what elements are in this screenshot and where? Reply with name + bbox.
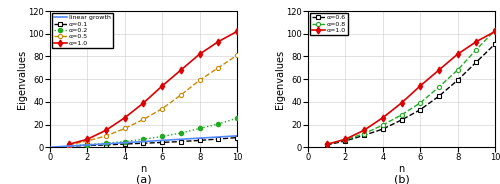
α=0.6 <box>417 109 423 111</box>
α=0.1 <box>196 139 202 141</box>
linear growth <box>178 138 184 140</box>
α=1.0 <box>140 102 146 104</box>
α=0.8 <box>398 114 404 116</box>
α=0.2 <box>159 135 165 137</box>
α=0.6 <box>474 61 480 63</box>
linear growth <box>122 141 128 144</box>
X-axis label: n: n <box>398 164 404 174</box>
α=0.1 <box>234 137 240 139</box>
α=0.2 <box>103 142 109 144</box>
α=1.0 <box>159 85 165 87</box>
linear growth <box>84 144 90 146</box>
α=1.0 <box>436 69 442 71</box>
α=0.1 <box>159 141 165 144</box>
α=1.0 <box>324 143 330 146</box>
X-axis label: n: n <box>140 164 146 174</box>
α=0.2 <box>122 140 128 143</box>
α=0.5 <box>196 79 202 81</box>
α=0.6 <box>324 144 330 146</box>
α=0.2 <box>178 132 184 134</box>
α=1.0 <box>234 30 240 33</box>
α=1.0 <box>103 129 109 131</box>
α=1.0 <box>492 30 498 33</box>
α=1.0 <box>474 41 480 43</box>
α=0.1 <box>122 143 128 145</box>
α=0.1 <box>216 138 222 140</box>
α=0.5 <box>66 144 71 146</box>
α=0.5 <box>122 127 128 130</box>
α=1.0 <box>417 85 423 87</box>
α=0.6 <box>436 95 442 97</box>
linear growth <box>216 136 222 138</box>
α=0.6 <box>454 79 460 81</box>
α=1.0 <box>361 129 367 131</box>
α=0.1 <box>66 145 71 147</box>
α=1.0 <box>216 41 222 43</box>
Line: α=1.0: α=1.0 <box>66 29 240 147</box>
α=0.2 <box>84 144 90 146</box>
Line: α=0.1: α=0.1 <box>66 135 239 148</box>
Legend: α=0.6, α=0.8, α=1.0: α=0.6, α=0.8, α=1.0 <box>310 13 348 35</box>
linear growth <box>47 146 53 148</box>
α=0.6 <box>342 140 348 142</box>
α=0.6 <box>380 128 386 130</box>
Line: α=0.6: α=0.6 <box>324 42 497 147</box>
linear growth <box>140 140 146 143</box>
α=0.1 <box>84 144 90 147</box>
α=1.0 <box>122 117 128 119</box>
α=0.5 <box>103 135 109 137</box>
α=0.2 <box>196 127 202 130</box>
α=0.8 <box>342 139 348 141</box>
α=0.5 <box>84 140 90 142</box>
linear growth <box>159 139 165 141</box>
α=0.1 <box>140 142 146 144</box>
α=0.8 <box>380 124 386 126</box>
α=0.8 <box>417 102 423 104</box>
α=0.5 <box>178 94 184 96</box>
α=1.0 <box>178 69 184 71</box>
α=0.5 <box>216 67 222 69</box>
α=1.0 <box>66 143 71 146</box>
α=0.2 <box>140 138 146 140</box>
Title: (a): (a) <box>136 174 152 184</box>
α=1.0 <box>84 138 90 140</box>
α=0.1 <box>103 144 109 146</box>
Y-axis label: Eigenvalues: Eigenvalues <box>16 49 26 109</box>
Line: α=1.0: α=1.0 <box>324 29 498 147</box>
α=0.2 <box>66 145 71 147</box>
α=0.2 <box>216 123 222 125</box>
α=0.8 <box>492 29 498 31</box>
α=0.1 <box>178 140 184 143</box>
Line: α=0.8: α=0.8 <box>324 28 497 146</box>
α=0.6 <box>492 43 498 45</box>
α=0.2 <box>234 117 240 119</box>
α=0.8 <box>474 49 480 51</box>
α=0.8 <box>436 86 442 88</box>
α=1.0 <box>398 102 404 104</box>
Title: (b): (b) <box>394 174 409 184</box>
linear growth <box>196 137 202 139</box>
linear growth <box>66 145 71 147</box>
α=0.8 <box>454 69 460 71</box>
α=1.0 <box>342 138 348 140</box>
linear growth <box>234 135 240 137</box>
α=0.8 <box>361 132 367 135</box>
Line: α=0.2: α=0.2 <box>66 116 239 148</box>
α=0.5 <box>140 118 146 121</box>
α=0.6 <box>398 119 404 121</box>
α=0.5 <box>234 54 240 56</box>
Legend: linear growth, α=0.1, α=0.2, α=0.5, α=1.0: linear growth, α=0.1, α=0.2, α=0.5, α=1.… <box>52 13 113 48</box>
α=0.8 <box>324 143 330 146</box>
α=0.6 <box>361 134 367 136</box>
Y-axis label: Eigenvalues: Eigenvalues <box>274 49 284 109</box>
α=0.5 <box>159 107 165 110</box>
α=1.0 <box>454 53 460 55</box>
α=1.0 <box>196 53 202 55</box>
linear growth <box>103 143 109 145</box>
α=1.0 <box>380 117 386 119</box>
Line: α=0.5: α=0.5 <box>66 53 239 147</box>
Line: linear growth: linear growth <box>50 136 237 147</box>
